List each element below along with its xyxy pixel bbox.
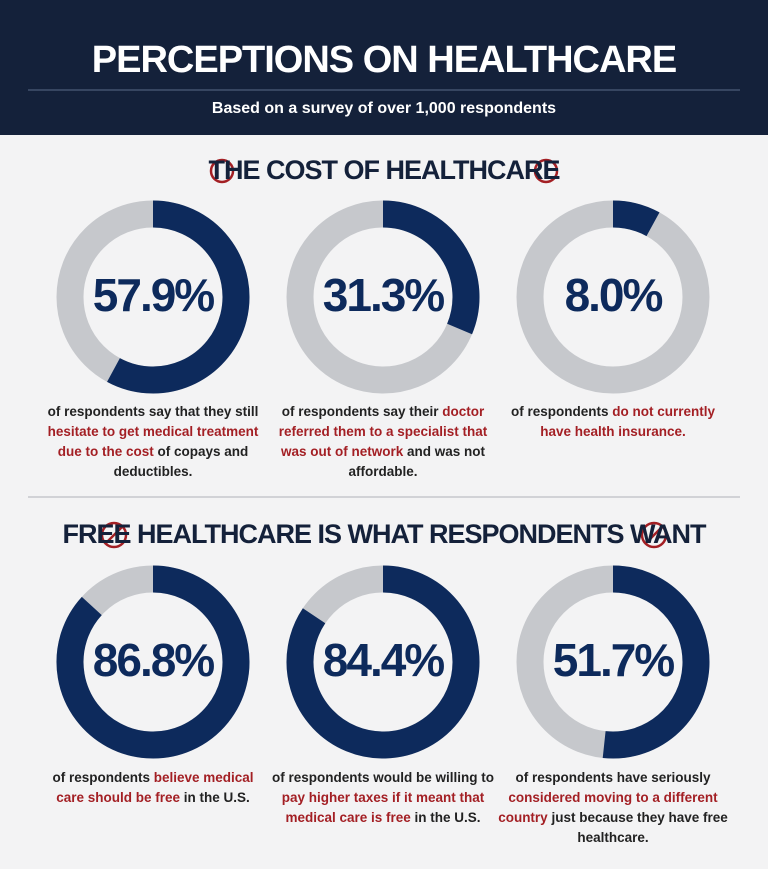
donut-arc — [602, 565, 710, 759]
section-title: THE COST OF HEALTHCARE — [209, 155, 560, 185]
caption-highlight: believe medical care should be free — [56, 770, 254, 805]
value-label: 31.3% — [323, 269, 445, 321]
donut-arc — [382, 200, 480, 335]
value-label: 86.8% — [93, 634, 215, 686]
caption-highlight: pay higher taxes if it meant that medica… — [281, 790, 485, 825]
caption-text: of respondents — [52, 770, 154, 785]
caption: of respondents have seriously considered… — [498, 768, 728, 848]
caption: of respondents believe medical care shou… — [38, 768, 268, 808]
caption-highlight: hesitate to get medical treatment due to… — [47, 424, 259, 459]
caption-text: in the U.S. — [180, 790, 250, 805]
value-label: 84.4% — [323, 634, 445, 686]
caption: of respondents say their doctor referred… — [268, 402, 498, 482]
value-label: 51.7% — [553, 634, 675, 686]
donut-arc — [286, 565, 480, 759]
page-subtitle: Based on a survey of over 1,000 responde… — [212, 100, 556, 117]
caption: of respondents say that they still hesit… — [38, 402, 268, 482]
caption: of respondents do not currently have hea… — [498, 402, 728, 442]
caption-text: of respondents say their — [281, 404, 443, 419]
page-title: PERCEPTIONS ON HEALTHCARE — [92, 39, 676, 81]
section-icon — [100, 158, 668, 549]
caption-text: of respondents have seriously — [515, 770, 711, 785]
value-label: 8.0% — [565, 269, 663, 321]
donut-arc — [56, 565, 250, 759]
caption-text: of respondents would be willing to — [272, 770, 494, 785]
section-title: FREE HEALTHCARE IS WHAT RESPONDENTS WANT — [62, 519, 707, 549]
caption-text: of respondents — [510, 404, 613, 419]
caption-highlight: doctor referred them to a specialist tha… — [278, 404, 488, 459]
caption-highlight: do not currently have health insurance. — [540, 404, 716, 439]
caption: of respondents would be willing to pay h… — [268, 768, 498, 828]
value-label: 57.9% — [93, 269, 215, 321]
caption-highlight: considered moving to a different country — [498, 790, 718, 825]
caption-text: and was not affordable. — [348, 444, 486, 479]
caption-text: in the U.S. — [410, 810, 481, 825]
caption-text: just because they have free healthcare. — [547, 810, 728, 845]
caption-text: of copays and deductibles. — [113, 444, 249, 479]
header-band — [0, 0, 768, 135]
donut-arc — [107, 200, 250, 394]
donut-arc — [612, 200, 660, 237]
caption-text: of respondents say that they still — [47, 404, 259, 419]
